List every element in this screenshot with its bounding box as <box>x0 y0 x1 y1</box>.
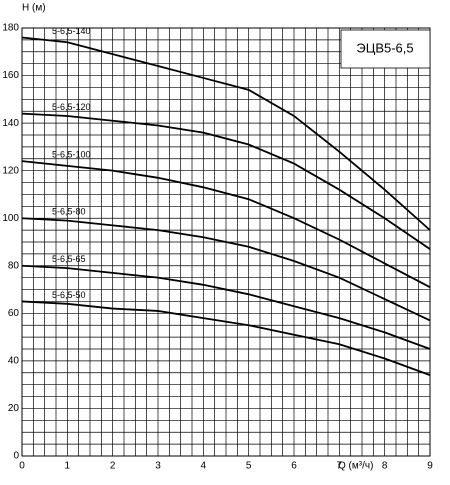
series-label: 5-6,5-50 <box>52 290 86 300</box>
x-tick-label: 4 <box>201 461 207 472</box>
y-tick-label: 40 <box>8 356 20 367</box>
series-label: 5-6,5-65 <box>52 254 86 264</box>
x-axis-label: Q (м³/ч) <box>338 461 373 472</box>
y-tick-label: 80 <box>8 260 20 271</box>
y-axis-label: H (м) <box>22 3 46 14</box>
y-tick-label: 120 <box>2 165 19 176</box>
y-tick-label: 60 <box>8 308 20 319</box>
y-tick-label: 20 <box>8 403 20 414</box>
x-tick-label: 5 <box>246 461 252 472</box>
y-tick-label: 160 <box>2 70 19 81</box>
x-tick-label: 2 <box>110 461 116 472</box>
y-tick-label: 0 <box>13 451 19 462</box>
x-tick-label: 8 <box>382 461 388 472</box>
x-tick-label: 1 <box>65 461 71 472</box>
curve <box>21 264 431 350</box>
curve <box>21 300 431 377</box>
curve <box>21 160 431 288</box>
x-tick-label: 6 <box>291 461 297 472</box>
y-tick-label: 180 <box>2 23 19 34</box>
x-tick-label: 7 <box>337 461 343 472</box>
title-box <box>340 29 431 69</box>
y-tick-label: 100 <box>2 213 19 224</box>
plot-frame <box>21 27 431 457</box>
chart-title: ЭЦВ5-6,5 <box>356 40 413 55</box>
series-label: 5-6,5-100 <box>52 150 91 160</box>
x-tick-label: 9 <box>427 461 433 472</box>
series-label: 5-6,5-80 <box>52 207 86 217</box>
y-tick-label: 140 <box>2 118 19 129</box>
curve <box>21 112 431 250</box>
x-tick-label: 3 <box>155 461 161 472</box>
curve <box>21 36 431 231</box>
curve <box>21 217 431 322</box>
series-label: 5-6,5-120 <box>52 102 91 112</box>
series-label: 5-6,5-140 <box>52 26 91 36</box>
x-tick-label: 0 <box>19 461 25 472</box>
